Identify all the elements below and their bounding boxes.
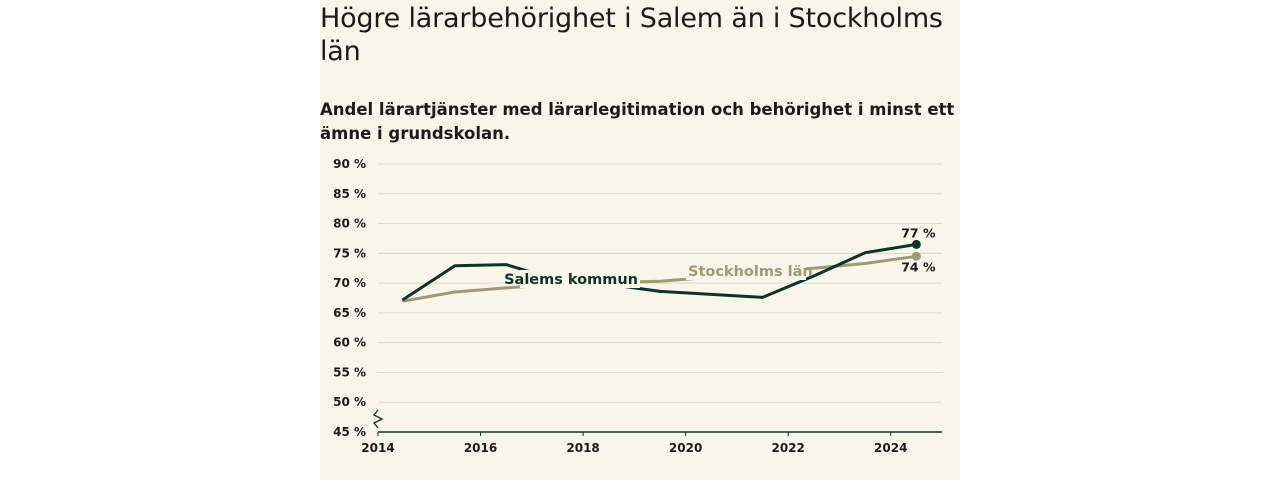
- x-tick-label: 2022: [771, 441, 804, 455]
- y-tick-label: 80 %: [333, 217, 366, 231]
- series-label: Stockholms län: [688, 264, 813, 280]
- y-tick-label: 75 %: [333, 246, 366, 260]
- y-tick-label: 45 %: [333, 425, 366, 439]
- x-tick-label: 2016: [464, 441, 497, 455]
- axis-break-icon: [372, 409, 384, 429]
- y-tick-label: 70 %: [333, 276, 366, 290]
- x-tick-label: 2014: [361, 441, 394, 455]
- x-tick-label: 2024: [874, 441, 907, 455]
- chart-title: Högre lärarbehörighet i Salem än i Stock…: [320, 3, 943, 67]
- chart-panel: Högre lärarbehörighet i Salem än i Stock…: [320, 0, 960, 480]
- series-end-point: [911, 239, 921, 249]
- y-tick-label: 60 %: [333, 336, 366, 350]
- series-end-value-label: 74 %: [901, 259, 936, 274]
- y-tick-label: 85 %: [333, 187, 366, 201]
- series-line-salems-kommun: [402, 242, 918, 301]
- series-label: Salems kommun: [504, 272, 638, 288]
- chart-subtitle: Andel lärartjänster med lärarlegitimatio…: [320, 100, 955, 143]
- series-end-value-label: 77 %: [901, 225, 936, 240]
- x-tick-label: 2020: [669, 441, 702, 455]
- y-tick-label: 90 %: [333, 157, 366, 171]
- y-tick-label: 55 %: [333, 365, 366, 379]
- y-tick-label: 50 %: [333, 395, 366, 409]
- x-tick-label: 2018: [566, 441, 599, 455]
- y-tick-label: 65 %: [333, 306, 366, 320]
- line-chart: 45 % 50 % 55 % 60 % 65 % 70 % 75 % 80 % 85 % 90 %…: [333, 157, 942, 455]
- series-label-background: [520, 270, 640, 288]
- series-end-point: [911, 251, 921, 261]
- series-label-background: [686, 262, 806, 280]
